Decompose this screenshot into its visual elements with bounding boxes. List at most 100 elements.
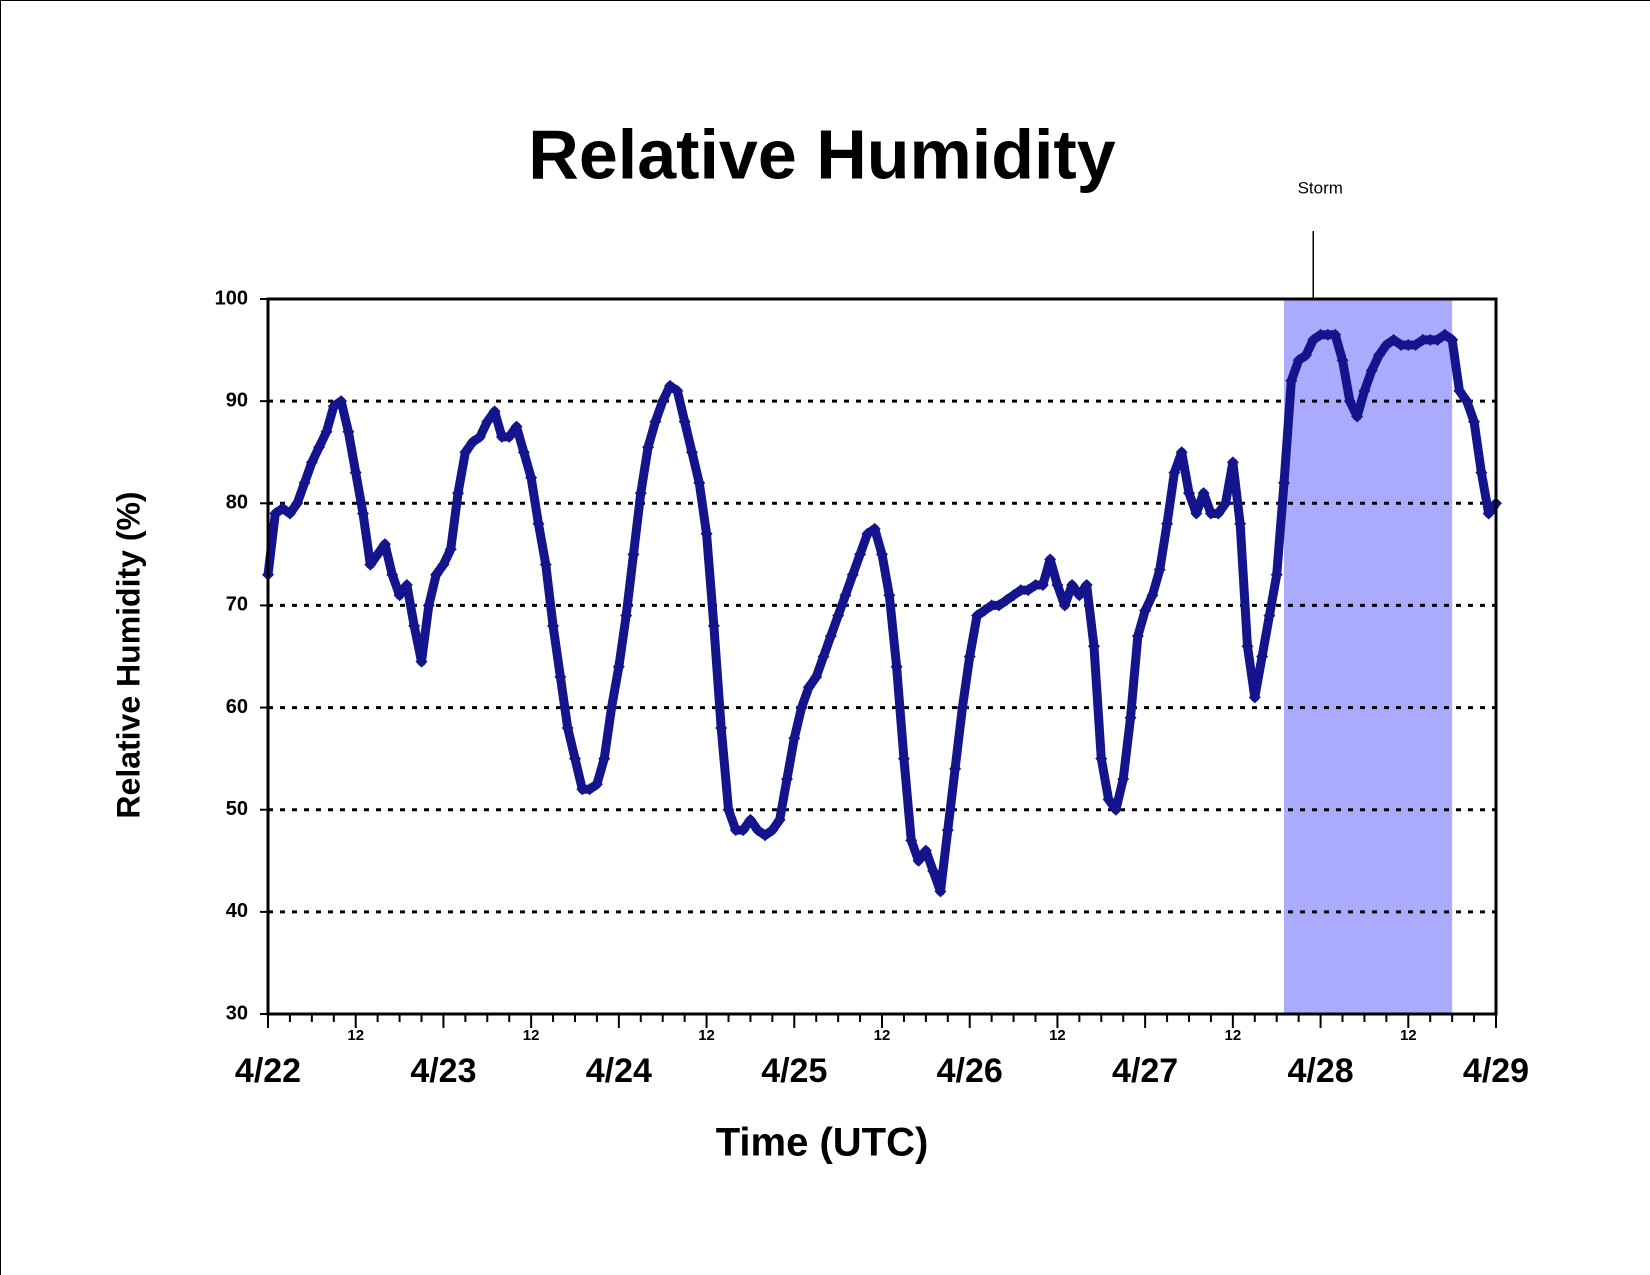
marker: [897, 752, 910, 765]
marker: [642, 441, 655, 454]
marker: [693, 476, 706, 489]
marker: [919, 844, 932, 857]
marker: [1358, 384, 1371, 397]
marker: [1036, 579, 1049, 591]
marker: [1029, 579, 1042, 591]
marker: [985, 599, 998, 612]
marker: [707, 619, 720, 632]
marker: [1066, 579, 1079, 591]
marker: [547, 619, 560, 632]
marker: [305, 456, 318, 469]
marker: [481, 415, 494, 428]
marker: [759, 829, 772, 842]
marker: [283, 507, 296, 520]
x-tick-label: 12: [1225, 1027, 1242, 1044]
x-tick-label: 4/28: [1287, 1052, 1353, 1090]
marker: [364, 558, 377, 571]
x-tick-label: 4/22: [235, 1052, 301, 1090]
marker: [1219, 497, 1232, 510]
marker: [1351, 410, 1364, 423]
marker: [1468, 415, 1481, 428]
marker: [927, 865, 940, 877]
marker: [1131, 630, 1144, 643]
marker: [495, 430, 508, 443]
marker: [1000, 594, 1013, 607]
marker: [269, 507, 282, 520]
marker: [1285, 374, 1298, 387]
marker: [452, 487, 465, 500]
marker: [751, 824, 764, 837]
marker: [357, 507, 370, 520]
marker: [883, 589, 896, 602]
marker: [612, 660, 625, 673]
marker: [349, 466, 362, 479]
marker: [378, 538, 391, 551]
chart-title: Relative Humidity: [528, 115, 1115, 193]
y-tick-label: 50: [226, 798, 248, 820]
marker: [437, 558, 450, 571]
marker: [1431, 333, 1444, 346]
marker: [408, 619, 421, 632]
marker: [1117, 773, 1130, 786]
marker: [766, 824, 779, 837]
marker: [532, 517, 545, 530]
x-tick-label: 12: [1049, 1027, 1066, 1044]
marker: [1124, 711, 1137, 724]
marker: [1022, 584, 1035, 597]
marker: [744, 813, 757, 826]
plot-frame: [266, 297, 1498, 1016]
marker: [1329, 328, 1342, 341]
marker: [700, 527, 713, 540]
marker: [664, 379, 677, 392]
marker: [949, 762, 962, 775]
marker: [854, 548, 867, 561]
marker: [1416, 333, 1429, 346]
marker: [868, 522, 881, 535]
x-tick-label: 12: [874, 1027, 891, 1044]
marker: [890, 660, 903, 673]
marker: [598, 752, 611, 765]
marker: [678, 415, 691, 428]
x-tick-label: 12: [698, 1027, 715, 1044]
marker: [1109, 803, 1122, 816]
marker: [1482, 507, 1495, 520]
marker: [1314, 328, 1327, 341]
marker: [685, 446, 698, 459]
marker: [1424, 333, 1437, 346]
marker: [342, 425, 355, 438]
marker: [371, 548, 384, 561]
marker: [1460, 395, 1473, 408]
marker: [788, 732, 801, 745]
marker: [1402, 338, 1415, 351]
marker: [715, 722, 728, 734]
marker: [1226, 456, 1239, 469]
marker: [386, 568, 399, 581]
marker: [1394, 338, 1407, 351]
marker: [1190, 507, 1203, 520]
x-tick-label: 4/25: [761, 1052, 827, 1090]
marker: [1256, 650, 1269, 663]
marker: [1102, 793, 1115, 806]
marker: [1380, 338, 1393, 351]
marker: [861, 527, 874, 540]
marker: [956, 701, 969, 714]
marker: [1146, 589, 1159, 602]
marker: [1307, 333, 1320, 346]
marker: [561, 722, 574, 734]
marker: [291, 497, 304, 510]
marker: [327, 400, 340, 413]
x-tick-label: 4/24: [586, 1052, 652, 1090]
marker: [1058, 599, 1071, 612]
marker: [569, 752, 581, 765]
marker: [729, 824, 742, 837]
marker: [576, 783, 589, 796]
marker: [941, 824, 954, 837]
marker: [876, 548, 888, 561]
marker: [1241, 640, 1254, 653]
marker: [971, 609, 984, 622]
marker: [1153, 563, 1166, 576]
marker: [1475, 466, 1488, 479]
marker: [1248, 691, 1261, 704]
